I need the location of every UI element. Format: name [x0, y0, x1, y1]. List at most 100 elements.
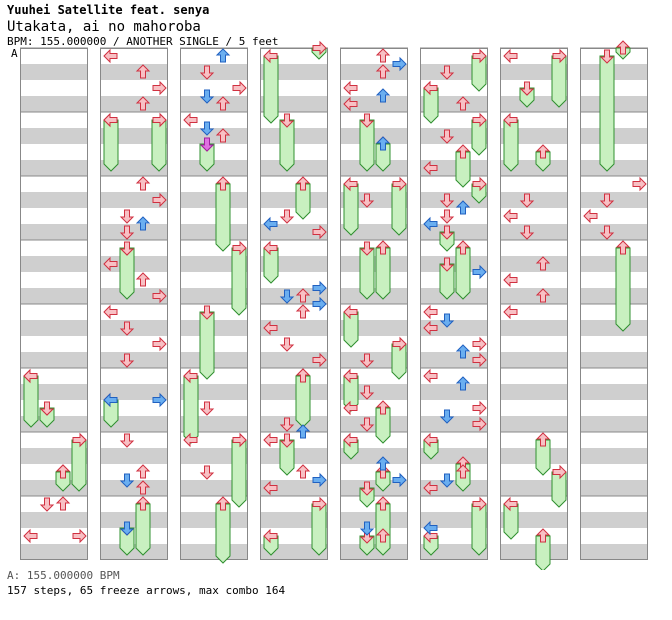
- beat-stripe: [180, 224, 248, 240]
- freeze-arrow-body: [471, 119, 487, 156]
- beat-stripe: [20, 480, 88, 496]
- step-arrow: [263, 528, 278, 544]
- beat-stripe: [100, 384, 168, 400]
- beat-stripe: [580, 416, 648, 432]
- step-arrow: [263, 320, 278, 336]
- step-arrow: [392, 56, 407, 72]
- beat-stripe: [100, 64, 168, 80]
- step-arrow: [552, 464, 567, 480]
- step-arrow: [583, 208, 598, 224]
- freeze-arrow-body: [183, 375, 199, 444]
- freeze-arrow-body: [615, 247, 631, 332]
- beat-stripe: [100, 448, 168, 464]
- step-arrow: [503, 48, 518, 64]
- beat-stripe: [100, 192, 168, 208]
- step-arrow: [439, 209, 455, 224]
- stats-footer: 157 steps, 65 freeze arrows, max combo 1…: [7, 584, 286, 597]
- step-arrow: [423, 304, 438, 320]
- step-arrow: [295, 424, 311, 439]
- beat-stripe: [340, 160, 408, 176]
- beat-stripe: [180, 512, 248, 528]
- step-arrow: [263, 48, 278, 64]
- beat-stripe: [580, 448, 648, 464]
- freeze-arrow-body: [199, 143, 215, 172]
- step-arrow: [119, 473, 135, 488]
- step-arrow: [455, 344, 471, 359]
- beat-stripe: [580, 384, 648, 400]
- step-arrow: [103, 48, 118, 64]
- step-arrow: [312, 280, 327, 296]
- step-arrow: [439, 257, 455, 272]
- beat-stripe: [420, 416, 488, 432]
- step-arrow: [535, 528, 551, 543]
- step-arrow: [519, 81, 535, 96]
- freeze-arrow-body: [39, 407, 55, 428]
- freeze-arrow-body: [231, 247, 247, 316]
- freeze-arrow-body: [263, 247, 279, 284]
- step-arrow: [472, 336, 487, 352]
- beat-stripe: [260, 384, 328, 400]
- freeze-arrow-body: [359, 119, 375, 172]
- step-arrow: [199, 465, 215, 480]
- beat-stripe: [260, 224, 328, 240]
- beat-stripe: [340, 416, 408, 432]
- beat-stripe: [500, 192, 568, 208]
- step-arrow: [72, 528, 87, 544]
- beat-stripe: [500, 480, 568, 496]
- beat-stripe: [260, 416, 328, 432]
- beat-stripe: [500, 448, 568, 464]
- freeze-arrow-body: [295, 375, 311, 428]
- step-arrow: [503, 112, 518, 128]
- step-arrow: [472, 400, 487, 416]
- step-arrow: [152, 192, 167, 208]
- freeze-arrow-body: [471, 55, 487, 92]
- step-arrow: [23, 368, 38, 384]
- step-arrow: [375, 64, 391, 79]
- beat-stripe: [500, 256, 568, 272]
- step-arrow: [72, 432, 87, 448]
- freeze-arrow-body: [551, 471, 567, 508]
- step-arrow: [375, 496, 391, 511]
- step-arrow: [343, 368, 358, 384]
- step-arrow: [439, 193, 455, 208]
- freeze-arrow-body: [455, 247, 471, 300]
- step-arrow: [232, 432, 247, 448]
- step-arrow: [119, 241, 135, 256]
- step-arrow: [472, 496, 487, 512]
- step-arrow: [472, 264, 487, 280]
- beat-stripe: [580, 352, 648, 368]
- step-arrow: [135, 176, 151, 191]
- step-arrow: [472, 416, 487, 432]
- step-arrow: [423, 520, 438, 536]
- freeze-arrow-body: [359, 487, 375, 508]
- step-arrow: [119, 225, 135, 240]
- beat-stripe: [100, 288, 168, 304]
- bpm-footer: A: 155.000000 BPM: [7, 569, 120, 582]
- measure-column: [180, 48, 248, 560]
- step-arrow: [455, 376, 471, 391]
- freeze-arrow-body: [423, 87, 439, 124]
- step-arrow: [295, 176, 311, 191]
- step-arrow: [232, 80, 247, 96]
- freeze-arrow-body: [535, 439, 551, 476]
- freeze-arrow-body: [519, 87, 535, 108]
- step-arrow: [439, 409, 455, 424]
- beat-stripe: [420, 288, 488, 304]
- beat-stripe: [420, 384, 488, 400]
- freeze-arrow-body: [535, 535, 551, 570]
- beat-stripe: [420, 352, 488, 368]
- step-arrow: [199, 65, 215, 80]
- beat-stripe: [340, 64, 408, 80]
- step-arrow: [423, 80, 438, 96]
- step-arrow: [375, 528, 391, 543]
- step-arrow: [535, 432, 551, 447]
- freeze-arrow-body: [391, 183, 407, 236]
- freeze-arrow-body: [215, 503, 231, 564]
- step-arrow: [472, 48, 487, 64]
- step-arrow: [439, 65, 455, 80]
- freeze-arrow-body: [215, 183, 231, 252]
- freeze-arrow-body: [359, 247, 375, 300]
- beat-stripe: [20, 128, 88, 144]
- step-arrow: [119, 433, 135, 448]
- freeze-arrow-body: [503, 503, 519, 540]
